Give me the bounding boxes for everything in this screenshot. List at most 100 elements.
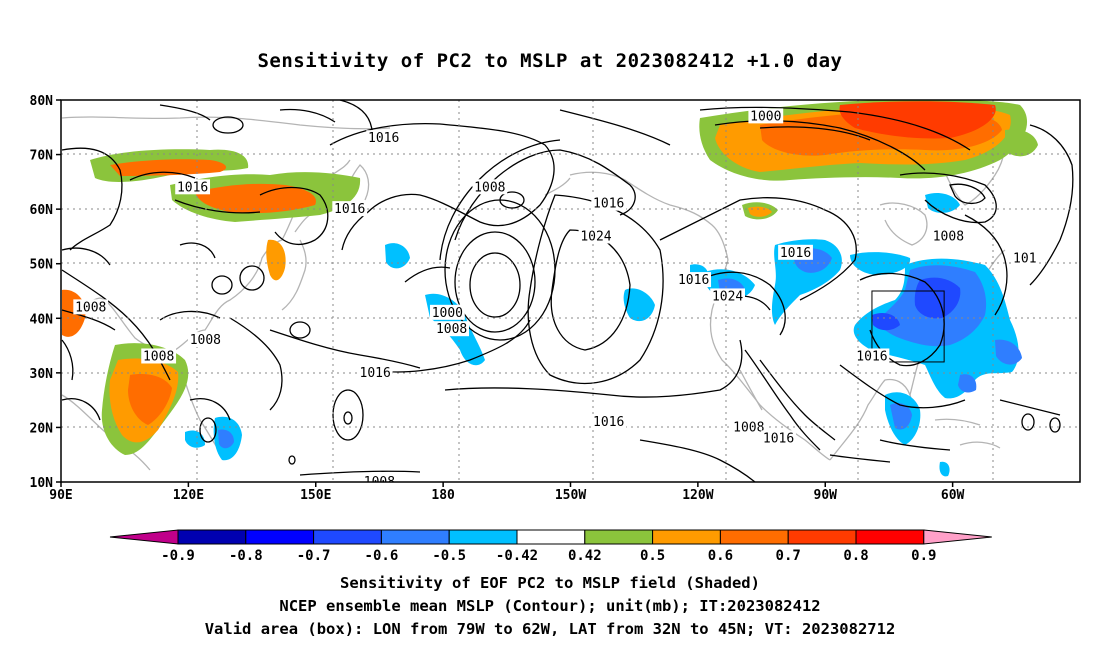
- contour-label: 1016: [1094, 142, 1100, 157]
- colorbar-low-extension: [109, 529, 179, 545]
- lat-label: 60N: [30, 203, 54, 218]
- colorbar-label: -0.8: [229, 548, 263, 564]
- mslp-contours: [61, 100, 1074, 482]
- colorbar-label: 0.7: [776, 548, 801, 564]
- colorbar-label: -0.7: [297, 548, 331, 564]
- colorbar-label: 0.5: [640, 548, 665, 564]
- colorbar-label: -0.6: [365, 548, 399, 564]
- contour-label: 1016: [856, 349, 887, 364]
- contour-label: 1024: [580, 229, 611, 244]
- contour-label-bg: [429, 304, 465, 320]
- lon-label: 120W: [682, 488, 713, 503]
- contour-label-bg: [930, 228, 966, 244]
- contour-label-bg: [362, 474, 397, 482]
- contour-label: 1016: [593, 197, 624, 212]
- contour-label: 1016: [334, 202, 365, 217]
- colorbar-swatch: [584, 529, 654, 545]
- colorbar-label: -0.9: [161, 548, 195, 564]
- contour-label: 1008: [143, 349, 174, 364]
- contour-label: 1008: [75, 300, 106, 315]
- contour-label: 1000: [432, 306, 463, 321]
- contour-label: 1016: [177, 180, 208, 195]
- colorbar-label: -0.5: [432, 548, 466, 564]
- colorbar-swatch: [313, 529, 382, 545]
- colorbar-label: 0.42: [568, 548, 602, 564]
- contour-label-bg: [187, 332, 223, 348]
- lat-label: 50N: [30, 258, 54, 273]
- colorbar-swatch: [855, 529, 925, 545]
- contour-label-bg: [591, 195, 627, 211]
- colorbar-swatch: [516, 529, 586, 545]
- colorbar-high-extension: [923, 529, 992, 545]
- contour-label: 1008: [474, 180, 505, 195]
- shaded-negative: [185, 193, 1022, 477]
- contour-label: 1016: [763, 431, 794, 446]
- lat-label: 30N: [30, 367, 54, 382]
- colorbar-swatch: [448, 529, 518, 545]
- caption-line-3: Valid area (box): LON from 79W to 62W, L…: [204, 620, 896, 638]
- lat-label: 10N: [30, 476, 54, 491]
- lat-label: 20N: [30, 421, 54, 436]
- lon-label: 90W: [814, 488, 838, 503]
- contour-label: 1024: [712, 289, 743, 304]
- contour-label-bg: [472, 179, 508, 195]
- contour-label-bg: [761, 430, 796, 446]
- colorbar-label: 0.6: [708, 548, 733, 564]
- colorbar-swatch: [177, 529, 247, 545]
- colorbar-label: -0.42: [496, 548, 538, 564]
- lon-label: 180: [431, 488, 455, 503]
- colorbar-swatch: [245, 529, 315, 545]
- contour-label-bg: [710, 288, 745, 304]
- contour-label: 1016: [678, 273, 709, 288]
- lon-label: 150E: [300, 488, 331, 503]
- contour-label-bg: [434, 321, 470, 337]
- contour-label-bg: [366, 130, 402, 146]
- contour-label-bg: [731, 419, 767, 435]
- lon-label: 120E: [173, 488, 204, 503]
- colorbar: -0.9 -0.8 -0.7 -0.6 -0.5 -0.42 0.42 0.5 0.6 0.7 0.…: [109, 529, 992, 564]
- contour-label-bg: [357, 364, 393, 380]
- contour-label-bg: [676, 272, 712, 288]
- contour-label-bg: [778, 244, 813, 260]
- colorbar-swatch: [719, 529, 789, 545]
- contour-label-bg: [141, 348, 177, 364]
- contour-label-bg: [175, 179, 211, 195]
- contour-label: 1008: [733, 420, 764, 435]
- contour-label: 1016: [780, 246, 811, 261]
- contour-label-bg: [854, 348, 890, 364]
- contour-label: 1000: [750, 109, 781, 124]
- colorbar-label: 0.8: [843, 548, 868, 564]
- map-title: Sensitivity of PC2 to MSLP at 2023082412…: [257, 50, 843, 72]
- colorbar-swatch: [652, 529, 721, 545]
- lon-label: 150W: [555, 488, 586, 503]
- valid-area-box: [871, 290, 945, 363]
- contour-label: 1008: [436, 322, 467, 337]
- latitude-axis: 80N 70N 60N 50N 40N 30N 20N 10N: [30, 94, 61, 491]
- caption-line-1: Sensitivity of EOF PC2 to MSLP field (Sh…: [340, 574, 760, 592]
- contour-label-bg: [578, 228, 614, 244]
- contour-labels: 1016100810161024100010081016102410161000…: [73, 108, 1100, 490]
- colorbar-swatch: [380, 529, 450, 545]
- longitude-axis: 90E 120E 150E 180 150W 120W 90W 60W: [49, 482, 965, 503]
- contour-label: 1008: [190, 333, 221, 348]
- lat-label: 40N: [30, 312, 54, 327]
- contour-label: 1008: [933, 229, 964, 244]
- contour-label: 101: [1013, 251, 1036, 266]
- lat-label: 80N: [30, 94, 54, 109]
- lon-label: 60W: [941, 488, 965, 503]
- contour-label-bg: [1092, 141, 1100, 156]
- caption-line-2: NCEP ensemble mean MSLP (Contour); unit(…: [279, 597, 821, 615]
- contour-label-bg: [73, 299, 109, 315]
- shaded-positive: [62, 100, 1038, 455]
- contour-label: 1016: [368, 131, 399, 146]
- contour-label-bg: [591, 413, 627, 429]
- contour-label-bg: [1011, 250, 1039, 266]
- contour-label: 1016: [360, 366, 391, 381]
- colorbar-swatch: [787, 529, 857, 545]
- contour-label: 1016: [593, 415, 624, 430]
- lat-label: 70N: [30, 149, 54, 164]
- contour-label: 1008: [364, 475, 395, 490]
- colorbar-label: 0.9: [911, 548, 936, 564]
- contour-label-bg: [332, 201, 368, 217]
